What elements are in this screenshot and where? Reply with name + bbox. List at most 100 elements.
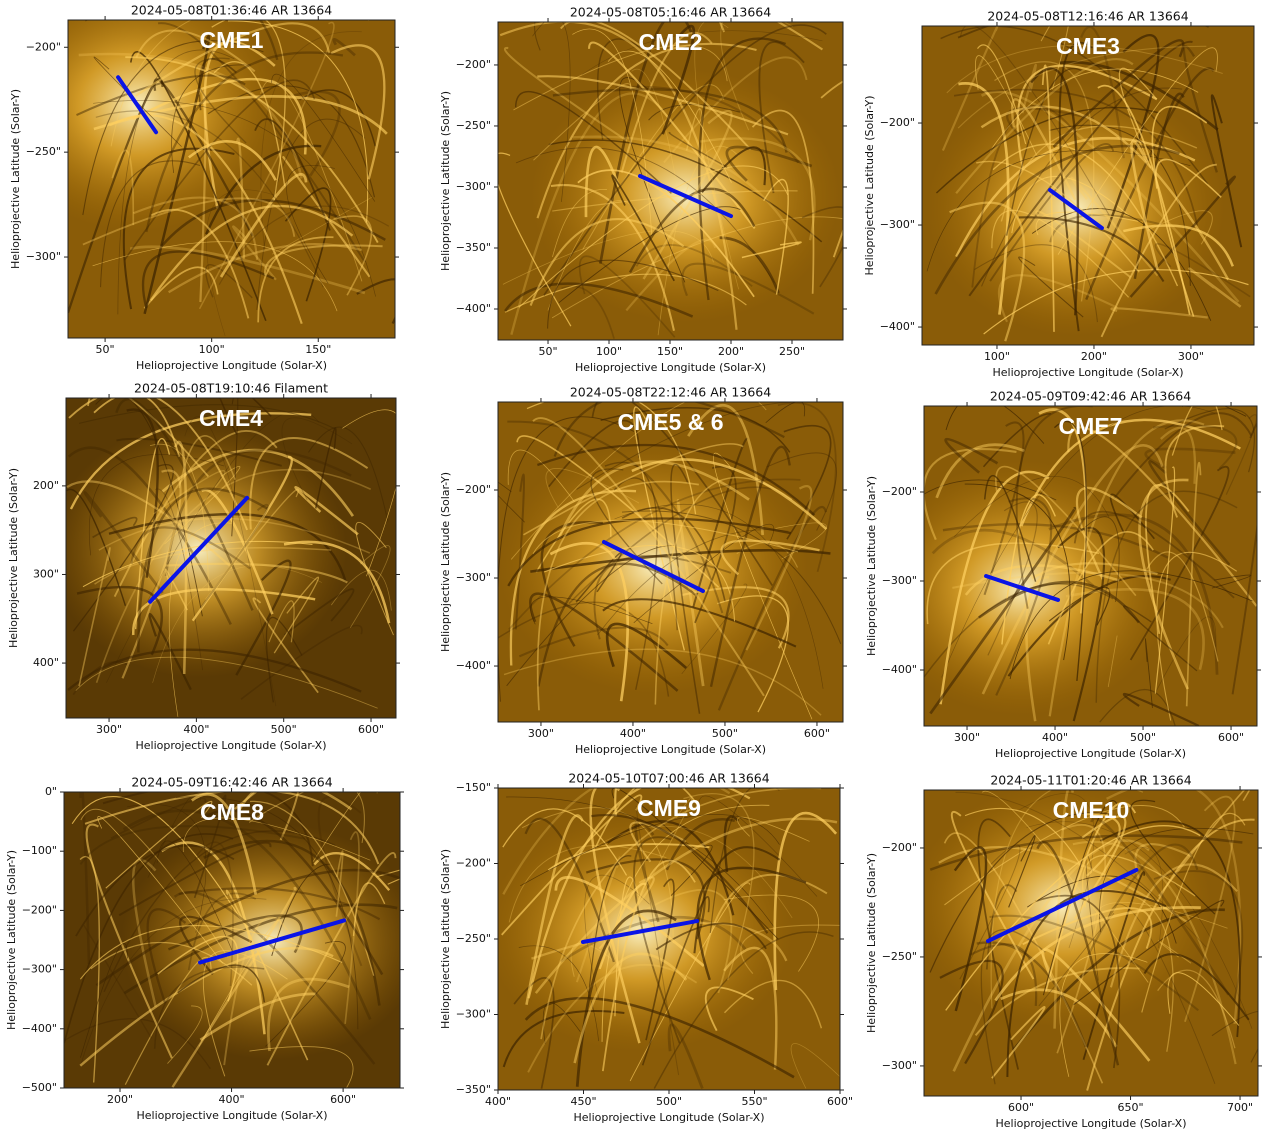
coronal-loop bbox=[1048, 419, 1205, 717]
coronal-loop bbox=[1225, 414, 1257, 495]
coronal-loop bbox=[134, 437, 171, 630]
coronal-loop bbox=[79, 825, 306, 865]
coronal-loop bbox=[607, 50, 732, 183]
coronal-loop bbox=[523, 443, 744, 536]
coronal-loop bbox=[741, 241, 802, 259]
x-tick-label: 500" bbox=[1130, 731, 1156, 744]
coronal-loop bbox=[941, 26, 999, 151]
coronal-loop bbox=[1009, 570, 1253, 680]
coronal-loop bbox=[975, 55, 1037, 156]
coronal-loop bbox=[106, 410, 320, 683]
coronal-loop bbox=[717, 595, 789, 713]
coronal-loop bbox=[709, 445, 791, 687]
coronal-loop bbox=[601, 859, 696, 1072]
coronal-loop bbox=[758, 41, 805, 194]
coronal-loop bbox=[765, 402, 806, 424]
coronal-loop bbox=[125, 56, 379, 244]
coronal-loop bbox=[520, 814, 780, 887]
y-tick-label: −400" bbox=[882, 663, 917, 676]
bright-region bbox=[68, 20, 285, 232]
coronal-loop bbox=[335, 850, 344, 917]
coronal-loop bbox=[622, 510, 842, 644]
y-tick-label: −300" bbox=[456, 180, 491, 193]
coronal-loop bbox=[249, 800, 375, 976]
coronal-loop bbox=[631, 458, 828, 530]
coronal-loop bbox=[266, 852, 397, 1066]
x-tick-label: 300" bbox=[1178, 350, 1204, 363]
coronal-loop bbox=[76, 585, 163, 656]
coronal-loop bbox=[613, 477, 678, 631]
coronal-loop bbox=[67, 648, 362, 693]
coronal-loop bbox=[766, 452, 838, 531]
coronal-loop bbox=[740, 924, 840, 975]
cme-line bbox=[984, 574, 1061, 602]
coronal-loop bbox=[518, 165, 789, 308]
coronal-loop bbox=[1082, 871, 1146, 1060]
coronal-loop bbox=[168, 522, 232, 717]
coronal-loop bbox=[93, 100, 376, 297]
x-tick-label: 400" bbox=[1042, 731, 1068, 744]
y-tick-label: −250" bbox=[456, 119, 491, 132]
coronal-loop bbox=[681, 583, 748, 675]
coronal-loop bbox=[958, 82, 1010, 315]
coronal-loop bbox=[502, 808, 628, 876]
y-axis-label: Helioprojective Latitude (Solar-Y) bbox=[863, 96, 876, 276]
coronal-loop bbox=[552, 189, 608, 258]
coronal-loop bbox=[552, 88, 788, 153]
x-axis-label: Helioprojective Longitude (Solar-X) bbox=[137, 1109, 328, 1122]
panel-title: 2024-05-09T16:42:46 AR 13664 bbox=[131, 775, 332, 790]
coronal-loop bbox=[982, 413, 1051, 468]
y-tick-label: −350" bbox=[456, 241, 491, 254]
coronal-loop bbox=[1133, 92, 1185, 280]
coronal-loop bbox=[1094, 902, 1228, 929]
coronal-loop bbox=[503, 648, 822, 716]
y-tick-label: −400" bbox=[456, 302, 491, 315]
coronal-loop bbox=[149, 443, 209, 592]
coronal-loop bbox=[537, 562, 697, 687]
coronal-loop bbox=[585, 858, 706, 940]
coronal-loop bbox=[78, 547, 111, 687]
coronal-loop bbox=[188, 140, 277, 181]
x-tick-label: 50" bbox=[96, 343, 115, 356]
panel: 2024-05-09T16:42:46 AR 13664 CME8 Heliopro… bbox=[5, 775, 404, 1122]
x-tick-label: 100" bbox=[984, 350, 1010, 363]
y-tick-label: −250" bbox=[26, 145, 61, 158]
coronal-loop bbox=[535, 498, 612, 573]
coronal-loop bbox=[203, 808, 384, 976]
coronal-loop bbox=[1141, 812, 1246, 1013]
coronal-loop bbox=[605, 622, 688, 669]
plot-frame bbox=[921, 25, 1255, 346]
coronal-loop bbox=[194, 841, 234, 987]
panel: 2024-05-09T09:42:46 AR 13664 CME7 Heliopro… bbox=[865, 389, 1261, 760]
coronal-loop bbox=[235, 559, 292, 676]
coronal-loop bbox=[513, 44, 728, 111]
coronal-loop bbox=[286, 165, 335, 284]
coronal-loop bbox=[66, 488, 127, 606]
coronal-loop bbox=[1144, 638, 1153, 708]
coronal-loop bbox=[117, 49, 235, 315]
panel-title: 2024-05-08T22:12:46 AR 13664 bbox=[570, 385, 771, 400]
coronal-loop bbox=[530, 596, 653, 625]
x-tick-label: 600" bbox=[804, 727, 830, 740]
x-tick-label: 600" bbox=[330, 1093, 356, 1106]
coronal-loop bbox=[273, 576, 319, 654]
coronal-loop bbox=[1153, 870, 1244, 1001]
coronal-loop bbox=[560, 22, 752, 151]
coronal-loop bbox=[355, 521, 394, 636]
coronal-loop bbox=[955, 58, 1134, 194]
coronal-loop bbox=[1022, 907, 1153, 949]
coronal-loop bbox=[1085, 67, 1215, 300]
coronal-loop bbox=[929, 506, 1077, 715]
coronal-loop bbox=[164, 449, 352, 576]
coronal-loop bbox=[168, 242, 363, 294]
y-axis-label: Helioprojective Latitude (Solar-Y) bbox=[865, 853, 878, 1033]
coronal-loop bbox=[976, 160, 1140, 273]
x-axis-label: Helioprojective Longitude (Solar-X) bbox=[575, 743, 766, 756]
coronal-loop bbox=[634, 819, 660, 923]
coronal-loop bbox=[1107, 635, 1118, 688]
coronal-loop bbox=[543, 24, 827, 296]
coronal-loop bbox=[1059, 953, 1148, 1077]
coronal-loop bbox=[284, 187, 332, 302]
coronal-loop bbox=[1040, 26, 1069, 90]
